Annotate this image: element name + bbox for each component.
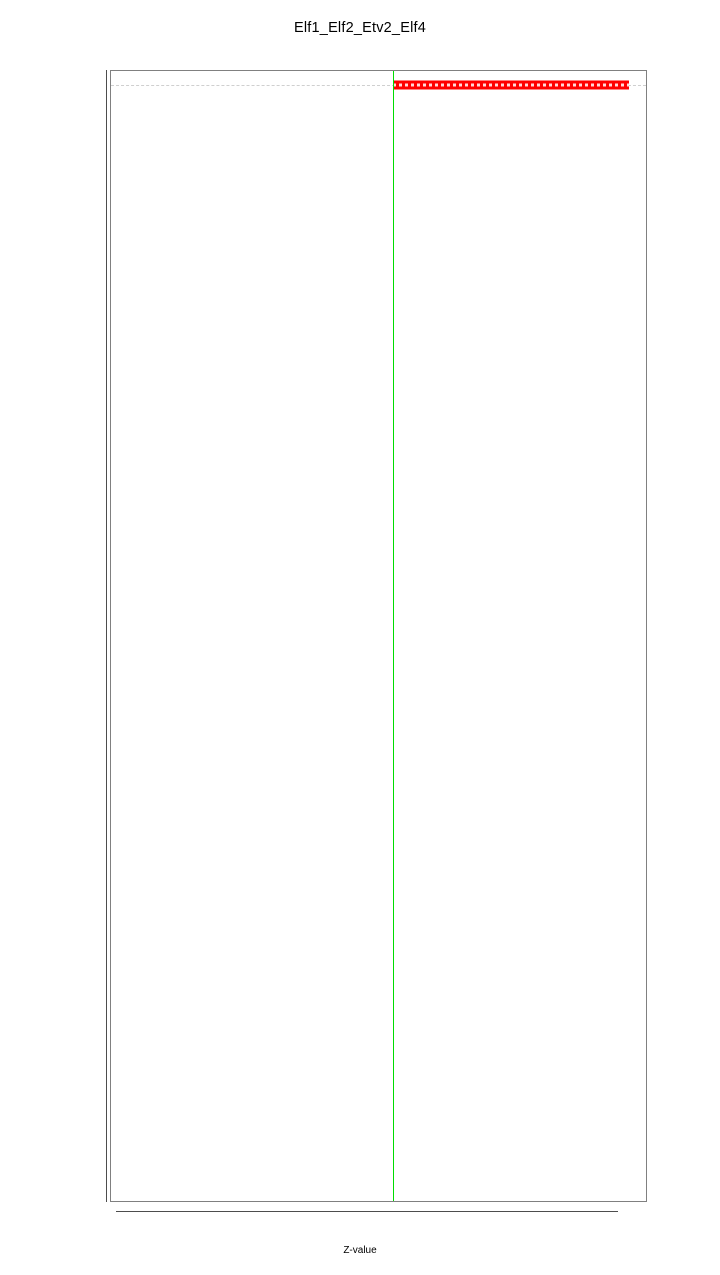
x-axis-title: Z-value	[343, 1245, 377, 1256]
chart-title: Elf1_Elf2_Etv2_Elf4	[294, 20, 426, 36]
y-axis-spine	[106, 70, 107, 1202]
plot-area	[111, 71, 646, 1201]
plot-frame	[110, 70, 647, 1202]
x-axis-spine	[116, 1211, 618, 1212]
bar-row	[111, 78, 646, 92]
zero-reference-line	[392, 71, 395, 1201]
bar	[392, 80, 630, 90]
gridline	[111, 85, 646, 87]
